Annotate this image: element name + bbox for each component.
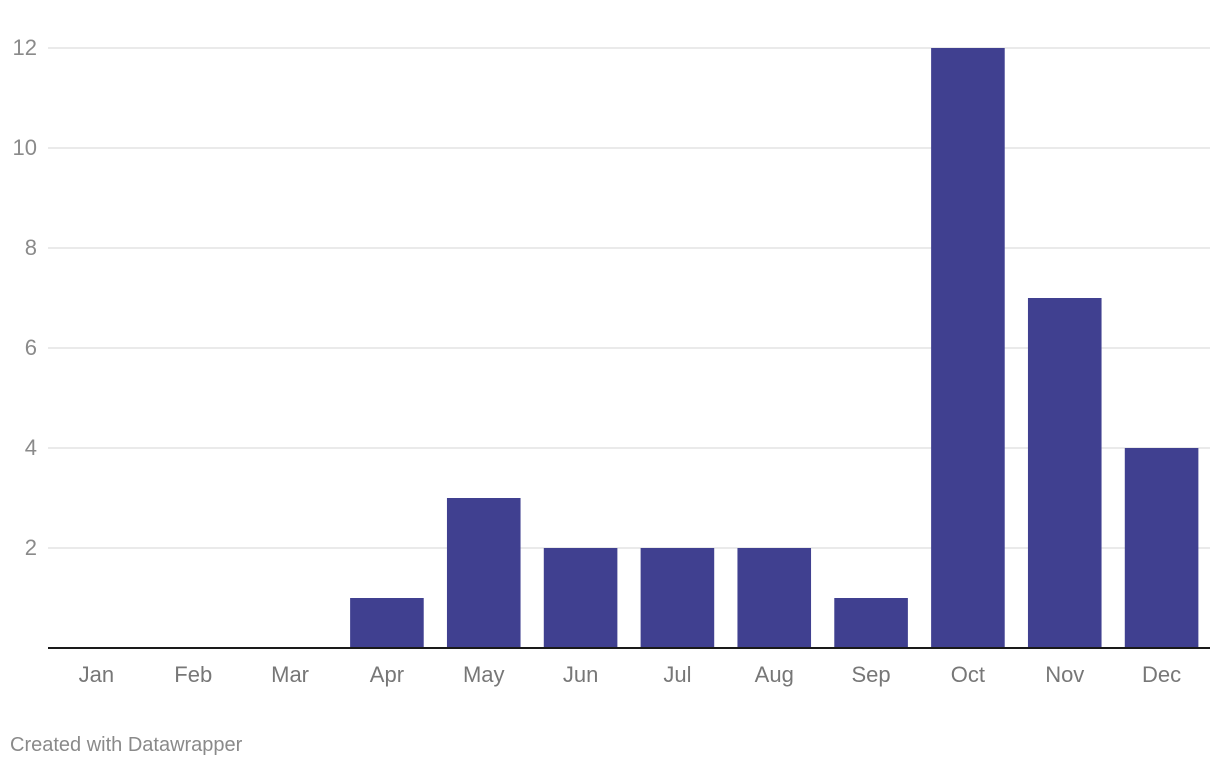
bar-may [446,498,521,648]
x-category-label-nov: Nov [1045,662,1084,687]
y-tick-label: 8 [25,235,37,260]
y-tick-label: 2 [25,535,37,560]
credit-text: Created with Datawrapper [10,734,243,756]
x-category-label-aug: Aug [755,662,794,687]
bars [350,48,1199,648]
x-axis-category-labels: Jan Feb Mar Apr May Jun Jul Aug Sep Oct Nov Dec [79,662,1181,687]
x-category-label-apr: Apr [370,662,404,687]
x-category-label-jul: Jul [663,662,691,687]
x-category-label-oct: Oct [951,662,985,687]
y-tick-label: 12 [13,35,37,60]
bar-jul [640,548,715,648]
x-category-label-feb: Feb [174,662,212,687]
x-category-label-sep: Sep [852,662,891,687]
x-category-label-dec: Dec [1142,662,1181,687]
bar-jun [543,548,618,648]
bar-nov [1027,298,1102,648]
x-category-label-may: May [463,662,505,687]
bar-aug [737,548,812,648]
y-tick-label: 6 [25,335,37,360]
y-tick-label: 4 [25,435,37,460]
y-tick-label: 10 [13,135,37,160]
bar-sep [834,598,908,648]
bar-dec [1124,448,1199,648]
bar-apr [350,598,424,648]
gridlines [48,47,1210,549]
x-category-label-mar: Mar [271,662,309,687]
bar-oct [931,48,1005,648]
y-axis-tick-labels: 2 4 6 8 10 12 [13,35,37,560]
x-category-label-jan: Jan [79,662,114,687]
x-category-label-jun: Jun [563,662,598,687]
